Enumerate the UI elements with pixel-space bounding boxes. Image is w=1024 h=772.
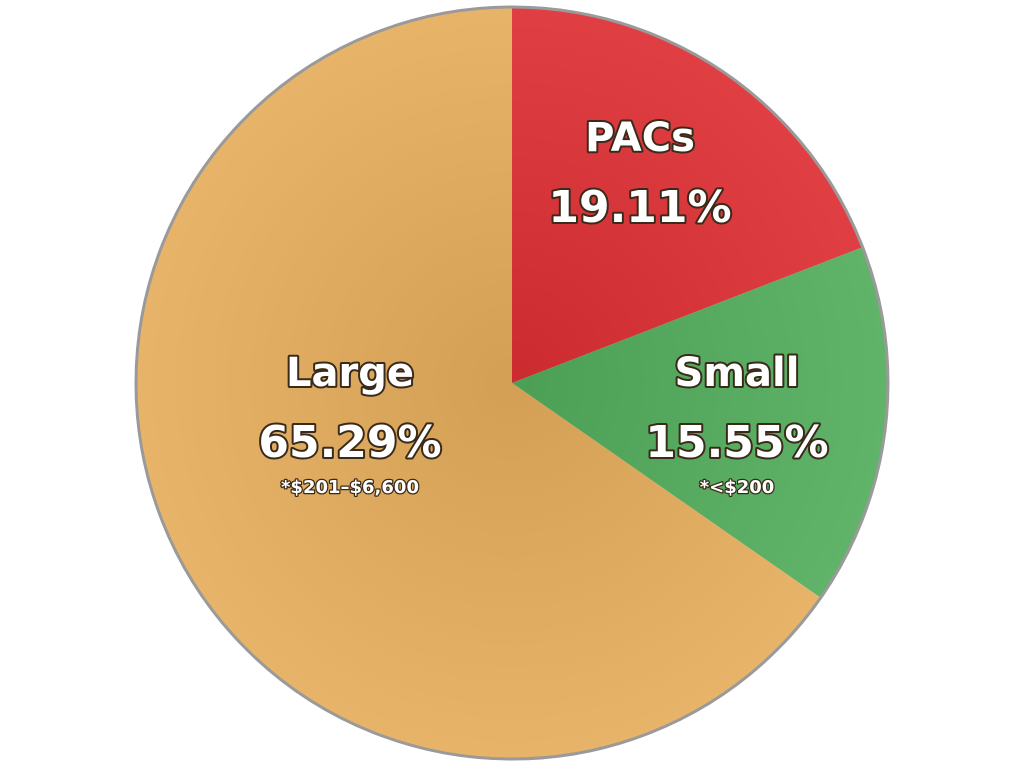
slice-name: Small — [675, 350, 800, 396]
slice-note: *$201–$6,600 — [281, 477, 419, 498]
labels: PACs 19.11% Small 15.55% *<$200 Large 65.29% *$… — [256, 113, 830, 499]
slice-value: 15.55% — [645, 417, 828, 468]
slice-note: *<$200 — [700, 477, 775, 498]
slice-value: 19.11% — [548, 182, 731, 233]
slice-name: PACs — [585, 115, 695, 161]
slice-name: Large — [286, 350, 414, 396]
slice-value: 65.29% — [258, 417, 441, 468]
